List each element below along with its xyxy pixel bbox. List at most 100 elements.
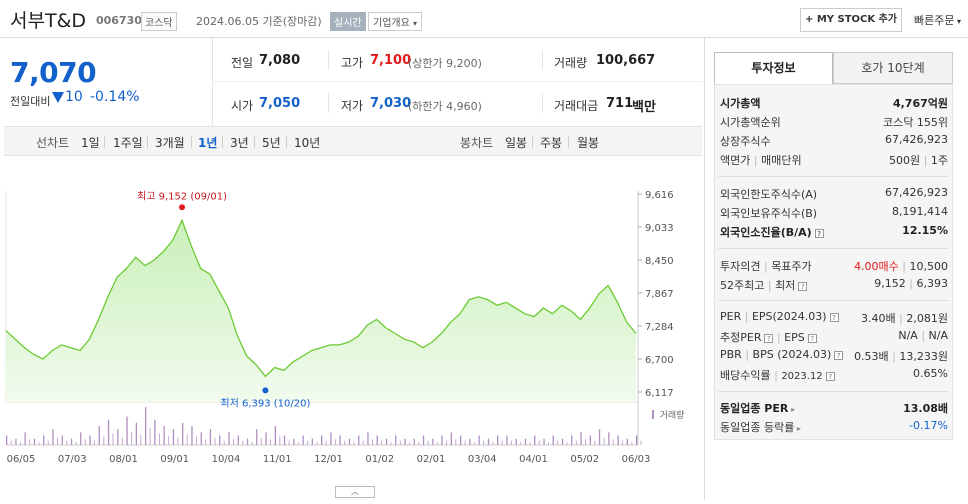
volume-bar xyxy=(460,435,462,445)
tab-weekly-candle[interactable]: 주봉 xyxy=(540,136,563,150)
high-marker xyxy=(179,204,186,211)
volume-bar xyxy=(168,436,170,445)
compare-label: 전일대비 xyxy=(10,95,51,108)
volume-bar xyxy=(543,438,545,445)
lower-limit: (하한가 4,960) xyxy=(408,100,482,113)
foreign-hold-label: 외국인보유주식수(B) xyxy=(720,207,818,220)
tab-1year[interactable]: 1년 xyxy=(198,136,218,150)
realtime-badge[interactable]: 실시간 xyxy=(330,12,366,31)
volume-bar xyxy=(80,432,82,445)
volume-bar xyxy=(293,438,295,445)
volume-bar xyxy=(418,442,420,445)
volume-bar xyxy=(75,442,77,445)
company-overview-button[interactable]: 기업개요 ▾ xyxy=(368,12,423,31)
tab-5year[interactable]: 5년 xyxy=(262,136,281,150)
foreign-hold-value: 8,191,414 xyxy=(892,205,948,218)
week52-row: 52주최고 | 최저? 9,152 | 6,393 xyxy=(720,277,949,292)
week52-high-value: 9,152 xyxy=(874,277,906,290)
bps-label: BPS (2024.03) xyxy=(752,348,832,361)
add-mystock-button[interactable]: + MY STOCK 추가 xyxy=(800,8,902,32)
tab-investment-info[interactable]: 투자정보 xyxy=(714,52,833,84)
amount-label: 거래대금 xyxy=(554,99,599,113)
volume-bar xyxy=(163,426,165,445)
tab-daily-candle[interactable]: 일봉 xyxy=(505,136,528,150)
industry-rate-row[interactable]: 동일업종 등락률 ▸ -0.17% xyxy=(720,419,948,437)
chevron-down-icon: ▾ xyxy=(413,19,418,28)
volume-bar xyxy=(557,440,559,445)
tab-order-book[interactable]: 호가 10단계 xyxy=(833,52,953,84)
volume-bar xyxy=(265,432,267,445)
tab-divider xyxy=(222,136,223,148)
industry-per-value: 13.08배 xyxy=(903,402,948,415)
right-panel-border xyxy=(704,38,705,500)
volume-bar xyxy=(182,422,184,445)
volume-bar xyxy=(548,442,549,445)
volume-bar xyxy=(529,442,531,445)
tab-3month[interactable]: 3개월 xyxy=(155,136,185,150)
summary-row-divider xyxy=(212,81,702,82)
dividend-value: 0.65% xyxy=(913,367,948,380)
volume-bar xyxy=(219,435,221,445)
target-value: 10,500 xyxy=(909,260,949,273)
volume-bar xyxy=(422,435,425,445)
volume-bar xyxy=(534,435,536,445)
tab-1day[interactable]: 1일 xyxy=(81,136,100,150)
help-icon[interactable]: ? xyxy=(807,333,817,343)
y-tick-label: 9,616 xyxy=(645,190,674,201)
volume-bar xyxy=(321,435,323,445)
volume-bar xyxy=(575,440,577,445)
tab-divider xyxy=(532,136,533,148)
dividend-row: 배당수익률 | 2023.12? 0.65% xyxy=(720,367,948,382)
volume-bar xyxy=(497,435,499,445)
x-tick-label: 04/01 xyxy=(519,454,548,465)
volume-bar xyxy=(145,407,147,445)
volume-bar xyxy=(589,435,591,445)
info-divider xyxy=(718,300,949,301)
help-icon[interactable]: ? xyxy=(814,228,824,238)
eps-label: EPS(2024.03) xyxy=(751,310,827,323)
y-tick-label: 8,450 xyxy=(645,256,674,267)
volume-bar xyxy=(38,442,40,445)
help-icon[interactable]: ? xyxy=(798,281,808,291)
tab-monthly-candle[interactable]: 월봉 xyxy=(577,136,600,150)
help-icon[interactable]: ? xyxy=(825,371,835,381)
volume-bar xyxy=(126,416,128,445)
low-annotation: 최저 6,393 (10/20) xyxy=(220,397,310,409)
est-per-label: 추정PER xyxy=(720,331,762,344)
per-row: PER | EPS(2024.03)? 3.40배 | 2,081원 xyxy=(720,310,948,325)
tab-1week[interactable]: 1주일 xyxy=(113,136,143,150)
volume-bar xyxy=(367,432,369,445)
volume-bar xyxy=(131,432,133,445)
volume-bar xyxy=(640,440,642,445)
tab-3year[interactable]: 3년 xyxy=(230,136,249,150)
help-icon[interactable]: ? xyxy=(829,312,839,322)
y-tick-label: 6,700 xyxy=(645,355,674,366)
volume-bar xyxy=(353,442,355,445)
volume-bar xyxy=(594,440,596,445)
price-chart[interactable]: 9,616 9,033 8,450 7,867 7,284 6,700 6,117 06/0… xyxy=(0,157,702,500)
volume-bar xyxy=(209,429,212,445)
tab-divider xyxy=(254,136,255,148)
volume-value: 100,667 xyxy=(596,53,656,68)
volume-bar xyxy=(585,439,586,445)
market-badge: 코스닥 xyxy=(141,12,177,31)
dividend-date: 2023.12 xyxy=(781,371,823,382)
industry-per-row[interactable]: 동일업종 PER ▸ 13.08배 xyxy=(720,400,948,418)
week52-low-value: 6,393 xyxy=(916,277,949,290)
volume-bar xyxy=(446,440,448,445)
tab-10year[interactable]: 10년 xyxy=(294,136,321,150)
volume-bar xyxy=(260,437,262,445)
market-cap-rank-row: 시가총액순위 코스닥 155위 xyxy=(720,114,948,132)
help-icon[interactable]: ? xyxy=(834,350,844,360)
volume-bar xyxy=(302,435,304,445)
x-tick-label: 05/02 xyxy=(570,454,599,465)
plus-icon: + xyxy=(804,14,814,25)
chart-expand-handle[interactable]: ︿ xyxy=(335,486,375,498)
help-icon[interactable]: ? xyxy=(764,333,774,343)
down-arrow-icon xyxy=(52,92,64,103)
opinion-row: 투자의견 | 목표주가 4.00매수 | 10,500 xyxy=(720,260,949,273)
volume-bar xyxy=(362,440,364,445)
volume-bar xyxy=(195,436,197,445)
volume-bar xyxy=(636,435,638,445)
quick-order-button[interactable]: 빠른주문 ▾ xyxy=(914,12,961,28)
